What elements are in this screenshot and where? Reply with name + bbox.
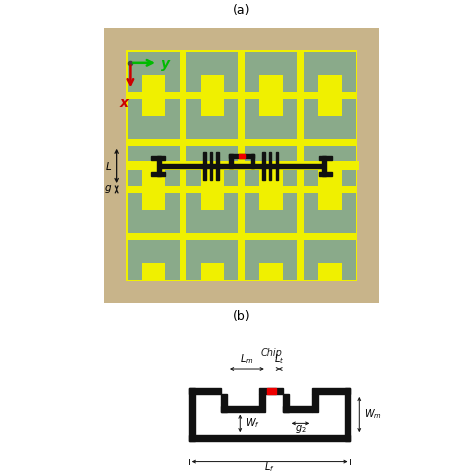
Bar <box>142 99 165 116</box>
Bar <box>275 168 278 180</box>
Bar <box>201 75 224 92</box>
Bar <box>259 394 265 411</box>
Bar <box>245 193 297 233</box>
Text: $L_t$: $L_t$ <box>274 353 284 366</box>
Bar <box>304 99 356 139</box>
Bar <box>283 406 312 411</box>
Text: $L$: $L$ <box>105 160 112 172</box>
Bar <box>217 152 219 164</box>
Bar <box>312 388 350 394</box>
Bar <box>201 169 224 186</box>
Bar <box>128 52 180 92</box>
Bar <box>251 154 254 168</box>
Bar <box>239 154 245 158</box>
Bar <box>259 99 283 116</box>
Bar <box>304 193 356 233</box>
Text: (b): (b) <box>233 310 251 323</box>
Bar <box>142 75 165 92</box>
Bar <box>186 99 238 139</box>
Bar <box>304 146 356 186</box>
Bar <box>157 156 161 175</box>
Bar <box>201 193 224 210</box>
Bar <box>262 152 265 164</box>
Bar <box>128 99 180 139</box>
Bar <box>210 168 212 180</box>
Bar <box>259 193 283 210</box>
Text: $g_2$: $g_2$ <box>295 423 306 435</box>
Bar <box>203 168 206 180</box>
Bar <box>245 52 297 92</box>
Bar <box>304 240 356 280</box>
Text: $g$: $g$ <box>104 183 112 195</box>
Bar <box>142 193 165 210</box>
Bar <box>318 193 342 210</box>
Bar <box>128 193 180 233</box>
Bar <box>322 156 326 175</box>
Bar <box>259 75 283 92</box>
Bar <box>201 99 224 116</box>
Bar <box>126 50 357 282</box>
Bar <box>318 263 342 280</box>
Bar <box>189 435 350 441</box>
Bar <box>275 152 278 164</box>
Bar <box>318 75 342 92</box>
Bar <box>210 152 212 164</box>
Bar <box>267 388 275 394</box>
Bar <box>262 168 265 180</box>
Bar <box>304 52 356 92</box>
Bar <box>128 146 180 186</box>
Bar <box>189 388 195 441</box>
Text: $W_m$: $W_m$ <box>364 408 382 421</box>
Bar <box>189 388 221 394</box>
Bar <box>269 168 272 180</box>
Bar <box>283 394 289 411</box>
Bar <box>259 388 283 394</box>
Bar <box>201 263 224 280</box>
Bar <box>259 169 283 186</box>
Bar <box>186 193 238 233</box>
Bar <box>151 156 165 160</box>
Bar <box>319 172 332 175</box>
Bar <box>217 168 219 180</box>
Text: x: x <box>119 96 128 110</box>
Bar <box>151 172 165 175</box>
Bar <box>186 146 238 186</box>
Bar <box>229 154 233 168</box>
Bar <box>186 240 238 280</box>
Bar <box>128 240 180 280</box>
Text: y: y <box>161 57 170 71</box>
Bar <box>319 156 332 160</box>
Bar <box>245 240 297 280</box>
Text: Chip: Chip <box>260 348 282 358</box>
Bar <box>159 164 324 168</box>
Bar <box>318 99 342 116</box>
Text: $W_f$: $W_f$ <box>245 417 260 430</box>
Bar <box>221 406 259 411</box>
Bar <box>221 394 227 411</box>
Bar <box>318 169 342 186</box>
Text: $L_f$: $L_f$ <box>264 460 275 474</box>
Bar <box>142 169 165 186</box>
Bar <box>203 152 206 164</box>
Bar <box>312 394 318 411</box>
Bar <box>259 263 283 280</box>
Bar <box>128 162 358 170</box>
Bar <box>229 154 254 157</box>
Text: (a): (a) <box>233 4 250 18</box>
Bar <box>245 146 297 186</box>
Bar <box>142 263 165 280</box>
Bar <box>245 99 297 139</box>
Text: $L_m$: $L_m$ <box>240 353 254 366</box>
Bar <box>269 152 272 164</box>
Bar <box>345 388 350 441</box>
Bar <box>186 52 238 92</box>
